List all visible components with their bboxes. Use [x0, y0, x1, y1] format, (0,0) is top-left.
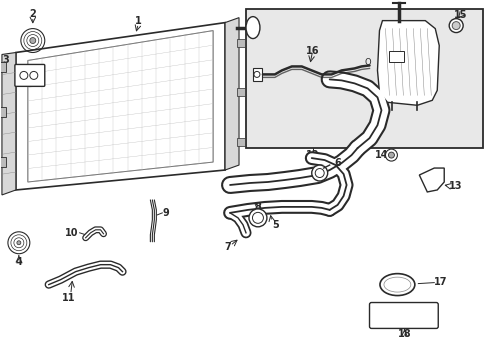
- Ellipse shape: [245, 17, 260, 39]
- Text: 18: 18: [397, 329, 410, 339]
- Bar: [237, 88, 244, 96]
- Circle shape: [315, 168, 324, 177]
- Bar: [0, 107, 6, 117]
- Text: 4: 4: [16, 257, 22, 267]
- Circle shape: [387, 152, 394, 158]
- Bar: [237, 138, 244, 146]
- Text: 9: 9: [162, 208, 169, 218]
- Circle shape: [385, 149, 397, 161]
- Circle shape: [248, 209, 266, 227]
- Circle shape: [30, 71, 38, 80]
- Bar: [388, 50, 404, 62]
- Text: 10: 10: [65, 228, 79, 238]
- Text: 1: 1: [135, 15, 142, 26]
- Text: 13: 13: [448, 181, 462, 191]
- Polygon shape: [28, 31, 213, 182]
- Bar: [252, 68, 262, 81]
- Circle shape: [20, 71, 28, 80]
- Bar: [245, 9, 482, 148]
- Bar: [237, 39, 244, 46]
- Bar: [0, 157, 6, 167]
- Text: 3: 3: [2, 55, 9, 66]
- Text: 2: 2: [29, 9, 36, 19]
- Polygon shape: [2, 53, 16, 195]
- Polygon shape: [377, 21, 438, 105]
- Circle shape: [311, 165, 327, 181]
- Circle shape: [448, 19, 462, 32]
- Circle shape: [451, 22, 459, 30]
- Text: 16: 16: [305, 45, 319, 55]
- Polygon shape: [419, 168, 443, 192]
- FancyBboxPatch shape: [369, 302, 437, 328]
- Circle shape: [17, 241, 21, 245]
- Text: 14: 14: [374, 150, 387, 160]
- Ellipse shape: [383, 277, 410, 292]
- Text: 6: 6: [334, 158, 341, 168]
- Text: 7: 7: [224, 242, 231, 252]
- Circle shape: [253, 71, 260, 77]
- Text: O: O: [364, 58, 370, 67]
- Circle shape: [30, 37, 36, 44]
- Polygon shape: [224, 18, 239, 170]
- Text: 12: 12: [305, 150, 319, 160]
- Text: 15: 15: [453, 10, 467, 20]
- Text: 5: 5: [271, 220, 278, 230]
- Text: 8: 8: [254, 202, 261, 212]
- Bar: [0, 62, 6, 72]
- Polygon shape: [16, 23, 224, 190]
- Text: 11: 11: [62, 293, 75, 302]
- Text: 17: 17: [433, 276, 447, 287]
- Circle shape: [252, 212, 263, 223]
- FancyBboxPatch shape: [15, 64, 45, 86]
- Ellipse shape: [379, 274, 414, 296]
